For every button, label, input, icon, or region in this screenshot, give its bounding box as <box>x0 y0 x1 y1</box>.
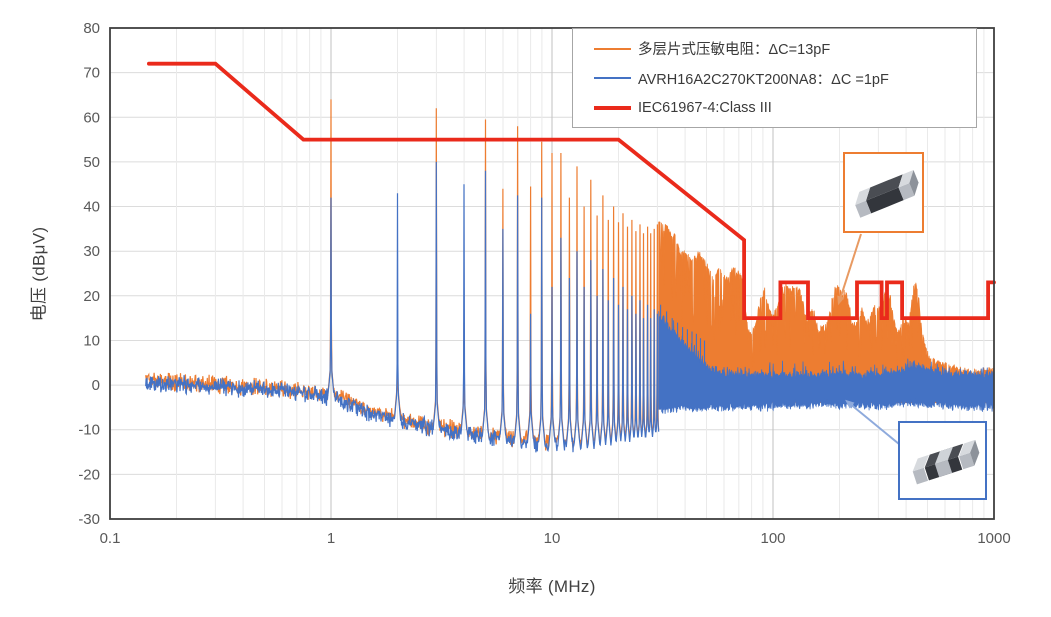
y-tick-label: 50 <box>83 154 100 171</box>
plot-border <box>109 27 995 520</box>
legend-item-mlv-varistor: 多层片式压敏电阻：ΔC=13pF <box>594 39 976 59</box>
y-tick-label: 0 <box>92 377 100 394</box>
x-tick-label: 0.1 <box>100 530 121 547</box>
series-avrh-spectrum-trace <box>145 161 660 453</box>
series-iec-limit-line <box>146 61 996 321</box>
legend-item-iec-limit: IEC61967-4:Class III <box>594 98 976 118</box>
y-tick-label: -20 <box>78 466 100 483</box>
y-tick-labels: 80 70 60 50 40 30 20 10 0 -10 -20 -30 <box>78 20 100 528</box>
series-mlv-spectrum-trace <box>145 99 660 451</box>
y-tick-label: 40 <box>83 199 100 216</box>
legend-item-avrh: AVRH16A2C270KT200NA8：ΔC =1pF <box>594 68 976 88</box>
x-axis-title: 频率 (MHz) <box>508 577 596 596</box>
x-tick-label: 100 <box>760 530 785 547</box>
red-line-swatch-icon <box>594 105 631 110</box>
legend-label: AVRH16A2C270KT200NA8：ΔC =1pF <box>638 71 889 88</box>
avrh-callout-arrow-icon <box>845 399 900 445</box>
x-tick-labels: 0.1 1 10 100 1000 <box>100 530 1011 547</box>
legend-label: 多层片式压敏电阻：ΔC=13pF <box>638 42 831 58</box>
y-tick-label: 20 <box>83 288 100 305</box>
avrh-chip-photo-callout <box>898 421 987 500</box>
orange-line-swatch-icon <box>594 47 631 50</box>
x-tick-label: 10 <box>544 530 561 547</box>
chart-legend: 多层片式压敏电阻：ΔC=13pF AVRH16A2C270KT200NA8：ΔC… <box>572 28 977 128</box>
y-tick-label: -10 <box>78 422 100 439</box>
y-tick-label: 10 <box>83 333 100 350</box>
avrh-chip-image <box>912 439 980 485</box>
legend-label: IEC61967-4:Class III <box>638 99 772 116</box>
series-avrh-needles <box>660 304 706 394</box>
series-mlv-broadband-mass <box>658 221 995 404</box>
y-tick-label: 30 <box>83 243 100 260</box>
mlv-varistor-photo-callout <box>843 152 924 233</box>
y-axis-title: 电压 (dBμV) <box>29 226 49 322</box>
blue-line-swatch-icon <box>594 77 631 79</box>
varistor-chip-image <box>855 169 919 218</box>
y-tick-label: 80 <box>83 20 100 37</box>
x-tick-label: 1000 <box>977 530 1010 547</box>
mlv-callout-arrow-icon <box>837 233 862 306</box>
y-tick-label: 60 <box>83 109 100 126</box>
y-tick-label: -30 <box>78 511 100 528</box>
y-tick-label: 70 <box>83 65 100 82</box>
x-tick-label: 1 <box>327 530 335 547</box>
